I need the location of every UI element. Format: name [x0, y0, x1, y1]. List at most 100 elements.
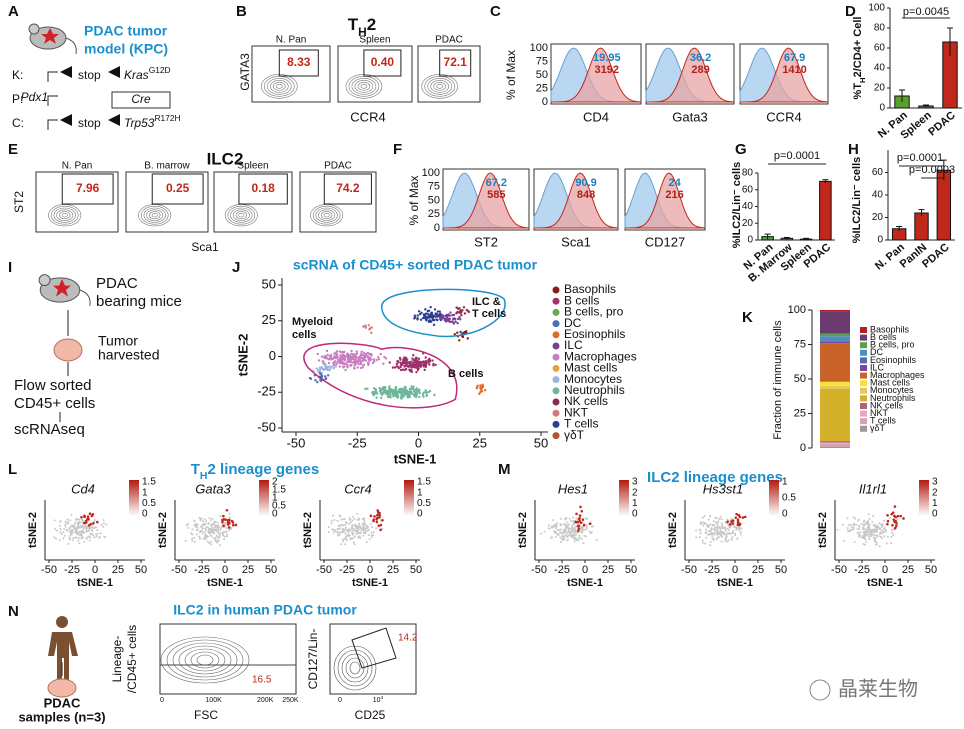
- label: 0.25: [166, 181, 190, 195]
- cell-dot: [847, 530, 850, 533]
- cell-dot: [356, 518, 359, 521]
- cell-dot: [363, 524, 366, 527]
- cell-dot: [581, 528, 584, 531]
- cell-dot: [422, 395, 425, 398]
- cell-dot: [431, 316, 435, 319]
- cell-dot: [364, 359, 368, 362]
- cell-dot: [458, 316, 461, 319]
- cell-dot: [343, 355, 346, 358]
- cell-dot: [213, 528, 216, 531]
- cell-dot: [372, 393, 375, 397]
- label: tSNE-2: [667, 512, 679, 548]
- cell-dot: [714, 529, 717, 532]
- cell-dot: [552, 524, 555, 527]
- cell-dot: [554, 536, 557, 539]
- tumor-icon: [53, 338, 83, 362]
- cell-dot: [709, 541, 712, 544]
- panel-label: L: [8, 461, 17, 478]
- cell-dot: [729, 526, 732, 529]
- label: % of Max: [504, 50, 518, 100]
- cell-dot: [210, 543, 213, 546]
- label: B. marrow: [144, 161, 190, 172]
- label: 0.5: [417, 498, 431, 509]
- cell-dot: [868, 529, 871, 532]
- label: Sca1: [561, 234, 591, 249]
- cell-dot: [199, 525, 202, 528]
- label: 100: [530, 42, 548, 54]
- cell-dot: [78, 542, 81, 545]
- cell-dot: [422, 363, 426, 366]
- cell-dot: [409, 369, 412, 373]
- cell-dot: [375, 527, 378, 530]
- cell-dot: [716, 528, 719, 531]
- label: tSNE-2: [27, 512, 39, 548]
- cell-dot: [364, 531, 367, 534]
- cell-dot: [895, 522, 898, 525]
- legend-swatch: [860, 372, 867, 379]
- cre-box: [111, 91, 171, 109]
- cell-dot: [332, 367, 335, 370]
- cell-dot: [320, 365, 323, 369]
- cell-dot: [862, 526, 865, 529]
- cell-dot: [726, 540, 729, 543]
- cell-dot: [879, 523, 882, 526]
- cell-dot: [459, 330, 462, 334]
- cell-dot: [882, 527, 885, 530]
- cell-dot: [732, 530, 735, 533]
- cell-dot: [92, 522, 95, 525]
- cell-dot: [867, 513, 870, 516]
- cell-dot: [362, 528, 365, 531]
- cell-dot: [408, 361, 412, 365]
- cell-dot: [203, 518, 206, 521]
- cell-dot: [194, 523, 197, 526]
- cell-dot: [209, 527, 212, 530]
- cell-dot: [418, 360, 422, 364]
- cell-dot: [379, 528, 382, 532]
- cell-dot: [403, 364, 406, 368]
- cell-dot: [343, 350, 346, 354]
- cell-dot: [64, 525, 67, 528]
- cell-dot: [71, 524, 74, 527]
- cell-dot: [71, 531, 74, 534]
- cell-dot: [570, 533, 573, 536]
- cell-dot: [318, 371, 322, 375]
- cell-dot: [430, 314, 433, 317]
- cell-dot: [574, 530, 577, 533]
- cell-dot: [726, 527, 729, 530]
- cell-dot: [187, 527, 190, 530]
- label: 50: [534, 435, 548, 450]
- cell-dot: [586, 517, 589, 520]
- cell-dot: [573, 540, 576, 543]
- cell-dot: [355, 525, 358, 528]
- label: p=0.0001: [897, 152, 943, 164]
- cell-dot: [332, 361, 335, 365]
- cell-dot: [403, 368, 406, 372]
- cell-dot: [375, 520, 379, 524]
- legend-swatch: [860, 418, 867, 425]
- cell-dot: [103, 535, 106, 538]
- text-part: 2 lineage genes: [208, 461, 320, 478]
- label: 2: [272, 477, 278, 488]
- cell-dot: [724, 529, 727, 532]
- legend-label: B cells, pro: [564, 305, 624, 319]
- cell-dot: [585, 524, 588, 527]
- cell-dot: [704, 532, 707, 535]
- legend-swatch: [860, 425, 867, 432]
- cell-dot: [361, 517, 364, 520]
- cell-dot: [862, 528, 865, 531]
- cell-dot: [438, 310, 441, 313]
- cell-dot: [338, 365, 342, 368]
- cell-dot: [408, 388, 412, 392]
- cell-dot: [58, 538, 61, 541]
- stacked-segment: [820, 388, 850, 442]
- cell-dot: [355, 356, 358, 359]
- cell-dot: [340, 518, 343, 521]
- label: 25: [602, 564, 614, 576]
- label: tSNE-2: [517, 512, 529, 548]
- label: FSC: [194, 708, 218, 722]
- cell-dot: [724, 521, 727, 524]
- cell-dot: [894, 524, 898, 528]
- legend-label: NKT: [564, 405, 589, 419]
- cell-dot: [863, 523, 866, 526]
- label: tSNE-2: [157, 512, 169, 548]
